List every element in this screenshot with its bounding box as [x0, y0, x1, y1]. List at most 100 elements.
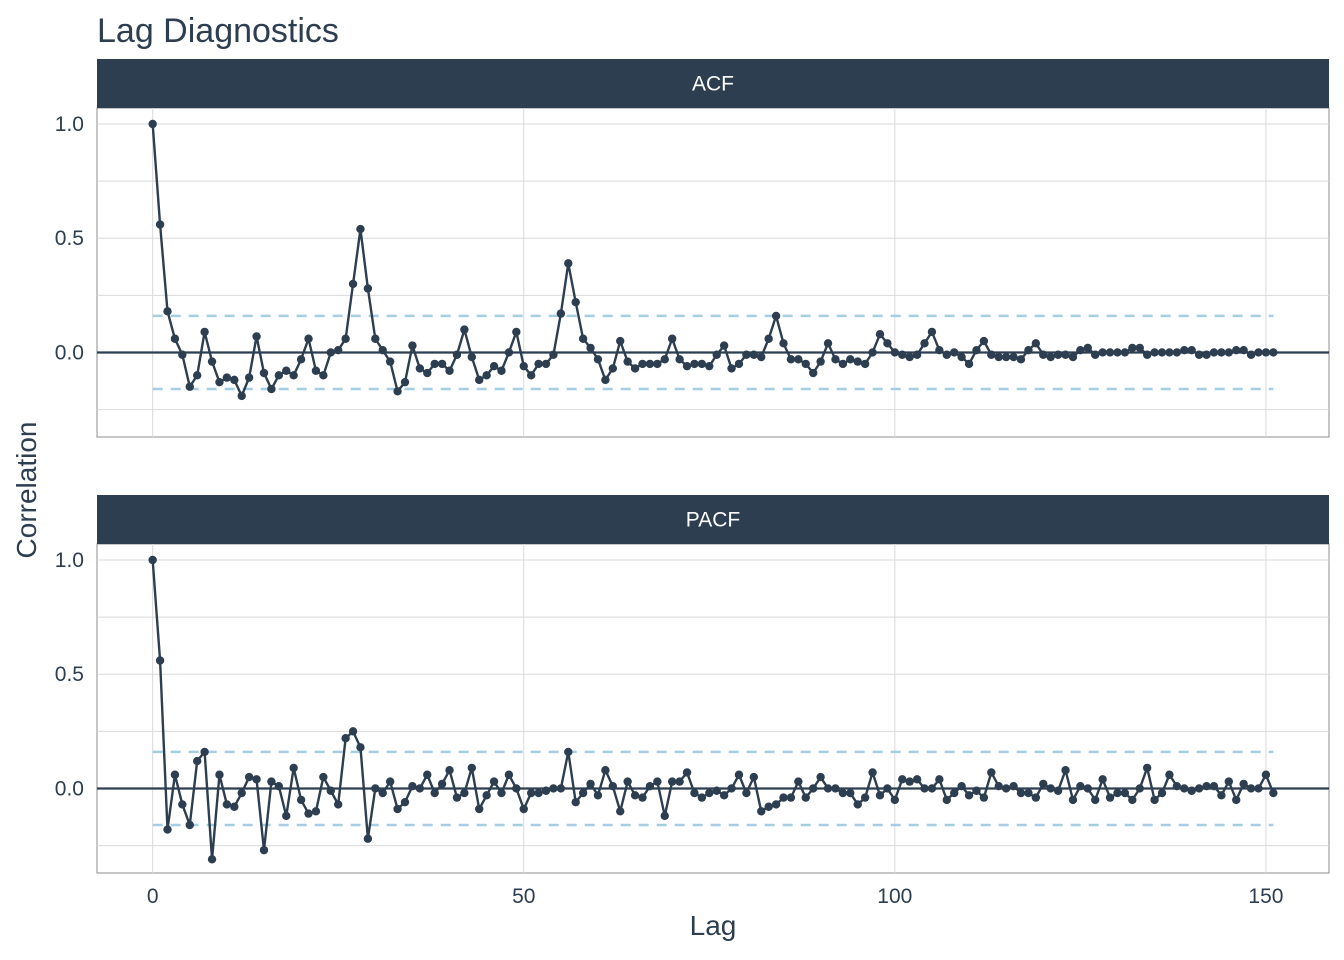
pacf-data-point	[1076, 781, 1085, 791]
pacf-data-point	[170, 770, 180, 779]
acf-data-point	[475, 375, 484, 385]
pacf-data-point	[311, 807, 321, 816]
pacf-data-point	[326, 786, 335, 795]
pacf-data-point	[846, 788, 855, 798]
acf-data-point	[927, 327, 937, 337]
pacf-data-point	[964, 791, 974, 800]
pacf-data-point	[987, 768, 996, 777]
pacf-data-point	[289, 763, 298, 773]
acf-y-tick-label: 1.0	[55, 113, 84, 136]
acf-data-point	[549, 350, 558, 359]
acf-data-point	[430, 359, 439, 369]
acf-data-point	[1180, 345, 1189, 355]
pacf-data-point	[1172, 781, 1182, 791]
pacf-data-point	[504, 770, 514, 779]
acf-data-point	[846, 355, 855, 364]
pacf-data-point	[512, 784, 521, 793]
pacf-data-point	[1120, 788, 1130, 798]
pacf-data-point	[1031, 793, 1041, 802]
pacf-data-point	[1209, 781, 1219, 791]
pacf-data-point	[185, 820, 194, 830]
acf-data-point	[653, 359, 662, 369]
acf-strip-label: ACF	[692, 73, 734, 96]
acf-data-point	[460, 325, 469, 334]
acf-data-point	[215, 377, 224, 387]
acf-data-point	[185, 382, 194, 391]
pacf-data-point	[1246, 784, 1256, 793]
acf-data-point	[719, 341, 729, 350]
acf-data-point	[616, 336, 625, 346]
pacf-data-point	[1046, 784, 1055, 793]
pacf-data-point	[192, 756, 202, 766]
acf-data-point	[705, 361, 714, 371]
pacf-data-point	[1053, 786, 1063, 795]
pacf-panel-border	[96, 543, 1330, 874]
acf-data-point	[898, 350, 907, 359]
acf-data-point	[831, 355, 840, 364]
acf-data-point	[244, 373, 254, 382]
pacf-data-point	[400, 797, 410, 807]
acf-data-point	[690, 359, 699, 369]
pacf-data-point	[1068, 795, 1078, 805]
pacf-data-point	[282, 811, 291, 821]
acf-data-point	[623, 357, 632, 366]
acf-data-point	[1209, 348, 1219, 357]
pacf-data-point	[497, 788, 506, 798]
acf-data-point	[571, 298, 580, 307]
pacf-data-point	[1217, 791, 1226, 800]
pacf-data-point	[200, 747, 209, 757]
acf-data-point	[304, 334, 313, 343]
acf-data-point	[155, 220, 165, 229]
acf-data-point	[868, 348, 877, 357]
pacf-data-point	[705, 788, 714, 798]
pacf-data-point	[1269, 788, 1278, 798]
acf-data-point	[905, 352, 914, 362]
pacf-data-point	[1157, 788, 1167, 798]
pacf-data-point	[274, 781, 284, 791]
pacf-data-point	[764, 802, 773, 811]
pacf-data-point	[660, 811, 669, 821]
pacf-data-point	[808, 784, 818, 793]
pacf-data-point	[348, 727, 358, 736]
pacf-data-point	[1113, 788, 1122, 798]
acf-data-point	[838, 359, 848, 369]
acf-data-point	[356, 224, 365, 234]
pacf-data-point	[1180, 784, 1189, 793]
acf-data-point	[1046, 352, 1055, 362]
acf-data-point	[675, 355, 684, 364]
acf-data-point	[964, 359, 974, 369]
acf-data-point	[259, 368, 269, 378]
pacf-data-point	[356, 743, 365, 752]
pacf-data-point	[378, 788, 387, 798]
acf-data-point	[437, 359, 447, 369]
acf-data-point	[912, 350, 922, 359]
pacf-data-point	[334, 800, 343, 809]
acf-data-point	[1083, 343, 1092, 353]
pacf-data-point	[215, 770, 224, 779]
pacf-data-point	[816, 772, 825, 782]
acf-data-point	[170, 334, 180, 343]
acf-data-point	[289, 371, 298, 380]
pacf-data-point	[994, 781, 1003, 791]
pacf-data-point	[601, 765, 610, 775]
acf-data-point	[957, 352, 966, 362]
pacf-data-point	[771, 800, 781, 809]
pacf-data-point	[942, 795, 951, 805]
pacf-data-point	[178, 800, 187, 809]
acf-data-point	[734, 359, 744, 369]
pacf-data-point	[853, 800, 862, 809]
acf-data-point	[1165, 348, 1174, 357]
acf-data-point	[1224, 348, 1234, 357]
pacf-data-point	[920, 784, 929, 793]
pacf-data-point	[860, 793, 870, 802]
acf-data-point	[400, 377, 410, 387]
pacf-data-point	[638, 793, 647, 802]
pacf-data-point	[757, 807, 766, 816]
pacf-data-point	[749, 772, 759, 782]
acf-data-point	[534, 359, 543, 369]
acf-data-point	[682, 361, 692, 371]
pacf-data-point	[883, 784, 892, 793]
acf-data-point	[1061, 350, 1070, 359]
acf-data-point	[482, 371, 491, 380]
pacf-data-point	[675, 777, 684, 786]
